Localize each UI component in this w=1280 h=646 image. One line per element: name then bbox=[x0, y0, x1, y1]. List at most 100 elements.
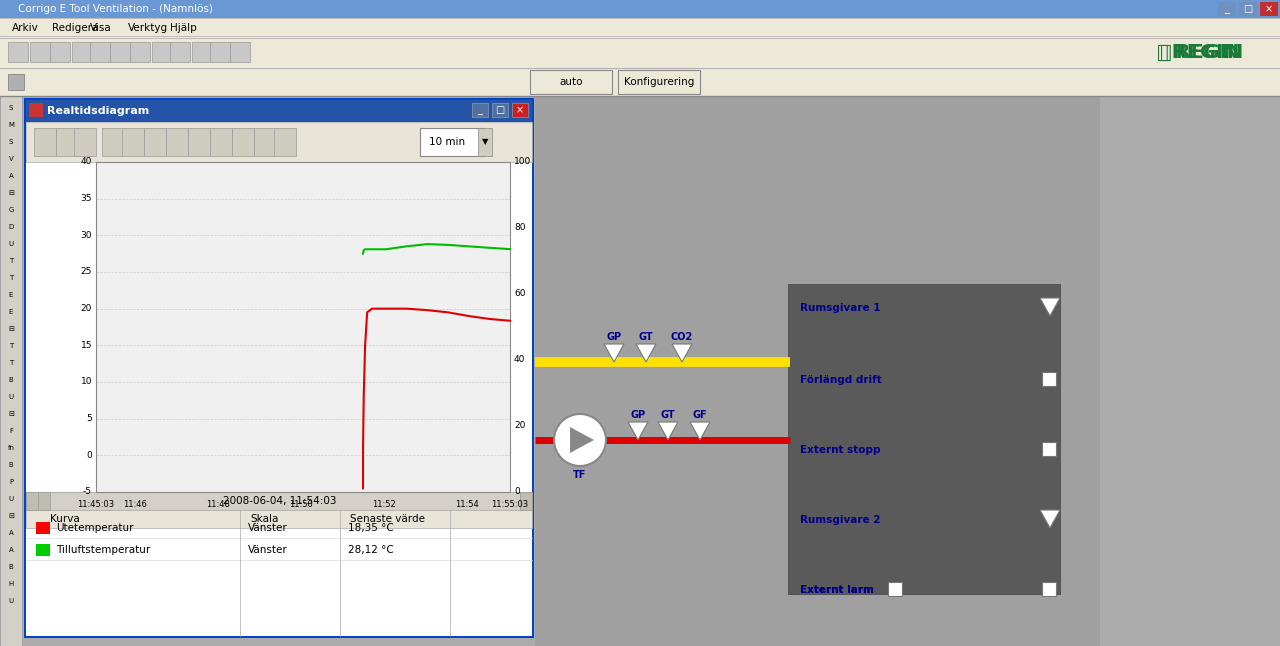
Text: B: B bbox=[9, 377, 13, 383]
Bar bbox=[477, 128, 492, 156]
Text: F: F bbox=[9, 428, 13, 434]
Bar bbox=[420, 128, 485, 156]
Text: 15: 15 bbox=[81, 341, 92, 350]
Bar bbox=[0, 18, 1280, 38]
Text: U: U bbox=[9, 598, 14, 604]
Bar bbox=[96, 162, 509, 492]
Bar bbox=[131, 42, 150, 62]
Text: ▼: ▼ bbox=[481, 138, 488, 147]
Text: ⊟: ⊟ bbox=[8, 326, 14, 332]
Bar bbox=[122, 128, 143, 156]
Text: Konfigurering: Konfigurering bbox=[623, 77, 694, 87]
Bar bbox=[1260, 2, 1277, 16]
Polygon shape bbox=[658, 422, 678, 440]
Bar bbox=[26, 572, 532, 636]
Bar bbox=[166, 128, 188, 156]
Text: Arkiv: Arkiv bbox=[12, 23, 38, 33]
Text: TF: TF bbox=[573, 470, 586, 480]
Text: A: A bbox=[9, 547, 13, 553]
Text: Förlängd drift: Förlängd drift bbox=[800, 375, 882, 385]
Bar bbox=[26, 510, 532, 528]
Bar bbox=[50, 42, 70, 62]
Text: 11:48: 11:48 bbox=[206, 500, 230, 509]
Text: 80: 80 bbox=[515, 224, 526, 233]
Text: Tilluftstemperatur: Tilluftstemperatur bbox=[56, 545, 150, 555]
Bar bbox=[0, 36, 1280, 68]
Text: ⯈REGIN: ⯈REGIN bbox=[1160, 43, 1240, 61]
Bar bbox=[230, 42, 250, 62]
Text: ⊟: ⊟ bbox=[8, 190, 14, 196]
Text: GF: GF bbox=[692, 410, 708, 420]
Bar bbox=[102, 128, 124, 156]
Text: Corrigo E Tool Ventilation - (Namnlös): Corrigo E Tool Ventilation - (Namnlös) bbox=[18, 4, 212, 14]
Bar bbox=[8, 42, 28, 62]
Text: 5: 5 bbox=[86, 414, 92, 423]
Bar bbox=[36, 522, 50, 534]
Bar bbox=[1239, 2, 1257, 16]
Circle shape bbox=[554, 414, 605, 466]
Bar bbox=[74, 128, 96, 156]
Text: 30: 30 bbox=[81, 231, 92, 240]
Text: 0: 0 bbox=[86, 451, 92, 460]
Text: GT: GT bbox=[639, 332, 653, 342]
Bar bbox=[0, 68, 1280, 96]
Text: Skala: Skala bbox=[250, 514, 278, 524]
Polygon shape bbox=[672, 344, 692, 362]
Bar bbox=[24, 98, 534, 638]
Bar bbox=[56, 128, 78, 156]
Bar bbox=[512, 103, 529, 117]
Bar bbox=[90, 42, 110, 62]
Bar bbox=[29, 42, 50, 62]
Text: 18,35 °C: 18,35 °C bbox=[348, 523, 394, 533]
Bar bbox=[35, 128, 56, 156]
Text: □: □ bbox=[495, 105, 504, 115]
Text: Senaste värde: Senaste värde bbox=[349, 514, 425, 524]
Text: B: B bbox=[9, 564, 13, 570]
Bar bbox=[1042, 372, 1056, 386]
Text: 10 min: 10 min bbox=[429, 137, 465, 147]
Polygon shape bbox=[628, 422, 648, 440]
Text: Rumsgivare 2: Rumsgivare 2 bbox=[800, 515, 881, 525]
Bar bbox=[0, 0, 1280, 18]
Bar bbox=[192, 42, 212, 62]
Bar bbox=[210, 128, 232, 156]
Text: 10: 10 bbox=[81, 377, 92, 386]
Bar bbox=[26, 100, 532, 122]
Text: T: T bbox=[9, 360, 13, 366]
Text: 20: 20 bbox=[81, 304, 92, 313]
Bar bbox=[888, 582, 902, 596]
Bar bbox=[492, 103, 508, 117]
Bar bbox=[188, 128, 210, 156]
Text: 100: 100 bbox=[515, 158, 531, 167]
Polygon shape bbox=[636, 344, 657, 362]
Text: D: D bbox=[9, 224, 14, 230]
Bar bbox=[253, 128, 276, 156]
Text: 28,12 °C: 28,12 °C bbox=[348, 545, 394, 555]
Text: 11:45:03: 11:45:03 bbox=[77, 500, 115, 509]
Bar bbox=[274, 128, 296, 156]
Text: ×: × bbox=[516, 105, 524, 115]
Text: Externt larm: Externt larm bbox=[800, 585, 874, 595]
Text: 2008-06-04, 11:54:03: 2008-06-04, 11:54:03 bbox=[223, 496, 337, 506]
Bar bbox=[26, 122, 532, 162]
Bar bbox=[72, 42, 92, 62]
Text: _: _ bbox=[477, 105, 483, 115]
Text: 60: 60 bbox=[515, 289, 526, 298]
Text: M: M bbox=[8, 122, 14, 128]
Polygon shape bbox=[1039, 510, 1060, 528]
Bar bbox=[1042, 582, 1056, 596]
Text: GP: GP bbox=[607, 332, 622, 342]
Polygon shape bbox=[570, 427, 594, 453]
Bar bbox=[1042, 442, 1056, 456]
Bar bbox=[788, 284, 1060, 594]
Text: Vänster: Vänster bbox=[248, 523, 288, 533]
Text: Utetemperatur: Utetemperatur bbox=[56, 523, 133, 533]
Bar bbox=[0, 96, 1280, 646]
Bar bbox=[110, 42, 131, 62]
Text: V: V bbox=[9, 156, 13, 162]
Text: Externt larm: Externt larm bbox=[800, 585, 874, 595]
Text: GP: GP bbox=[631, 410, 645, 420]
Bar bbox=[26, 492, 38, 510]
Bar bbox=[152, 42, 172, 62]
Text: _: _ bbox=[1225, 4, 1229, 14]
